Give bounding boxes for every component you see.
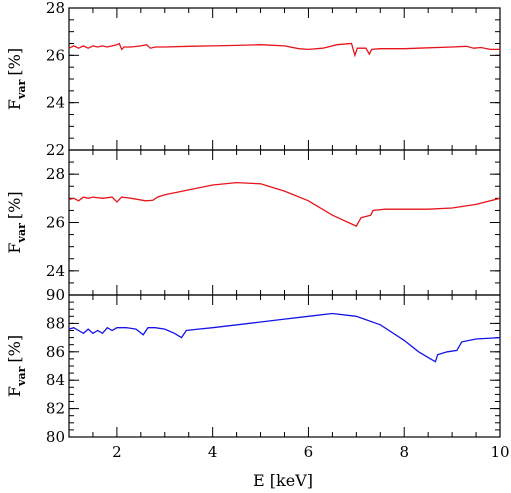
- y-tick-label: 90: [46, 286, 65, 304]
- x-tick-label: 6: [304, 443, 314, 461]
- y-tick-label: 86: [46, 343, 65, 361]
- panel-frame: [68, 294, 501, 438]
- y-tick-label: 28: [46, 0, 65, 17]
- x-axis-title: E [keV]: [253, 471, 313, 490]
- y-axis-title: Fvar [%]: [5, 335, 28, 397]
- y-axis-title-unit: [%]: [5, 191, 24, 219]
- x-tick-label: 8: [399, 443, 409, 461]
- y-tick-label: 84: [46, 371, 65, 389]
- y-tick-label: 24: [46, 94, 65, 112]
- panel-1: 22 24 26 28 Fvar [%]: [5, 0, 501, 159]
- y-axis-title-main: F: [5, 242, 24, 253]
- series-line-1-1: [69, 42, 500, 58]
- y-axis-title-unit: [%]: [5, 48, 24, 76]
- x-tick-label: 4: [208, 443, 218, 461]
- series-line-3-1: [69, 312, 500, 363]
- x-tick-label: 2: [112, 443, 122, 461]
- y-tick-label: 80: [46, 428, 65, 446]
- shared-x-axis: E [keV] 2 4 6 8 10: [112, 443, 509, 490]
- y-tick-label: 26: [46, 214, 65, 232]
- series-line-2-1: [69, 181, 500, 227]
- x-tick-label: 10: [490, 443, 509, 461]
- y-tick-label: 82: [46, 400, 65, 418]
- panel-frame: [68, 149, 501, 296]
- y-tick-label: 22: [46, 141, 65, 159]
- y-axis-title: Fvar [%]: [5, 191, 28, 253]
- y-tick-label: 88: [46, 314, 65, 332]
- y-tick-label: 26: [46, 46, 65, 64]
- y-axis-title: Fvar [%]: [5, 48, 28, 110]
- chart-panels: 22 24 26 28 Fvar [%] 24 26 28 Fvar [%] 80 82 84 86 88 90…: [5, 0, 501, 446]
- y-tick-label: 24: [46, 262, 65, 280]
- panel-3: 80 82 84 86 88 90 Fvar [%]: [5, 286, 501, 446]
- y-axis-title-sub: var: [15, 79, 28, 100]
- panel-2: 24 26 28 Fvar [%]: [5, 149, 501, 296]
- y-tick-label: 28: [46, 165, 65, 183]
- panel-frame: [68, 7, 501, 151]
- y-axis-title-unit: [%]: [5, 335, 24, 363]
- y-axis-title-sub: var: [15, 366, 28, 387]
- y-axis-title-main: F: [5, 386, 24, 397]
- y-axis-title-main: F: [5, 99, 24, 110]
- y-axis-title-sub: var: [15, 223, 28, 244]
